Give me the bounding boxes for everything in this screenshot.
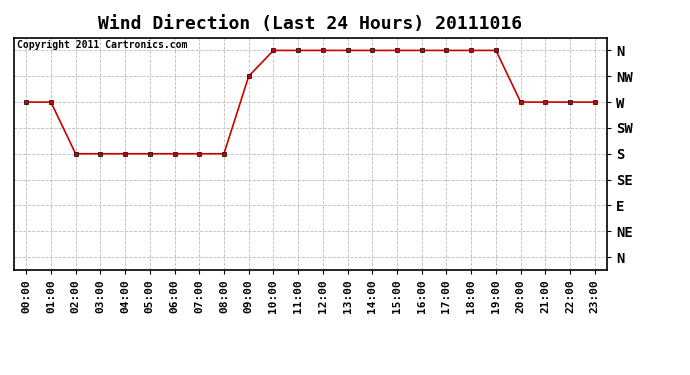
Title: Wind Direction (Last 24 Hours) 20111016: Wind Direction (Last 24 Hours) 20111016 [99, 15, 522, 33]
Text: Copyright 2011 Cartronics.com: Copyright 2011 Cartronics.com [17, 40, 187, 50]
